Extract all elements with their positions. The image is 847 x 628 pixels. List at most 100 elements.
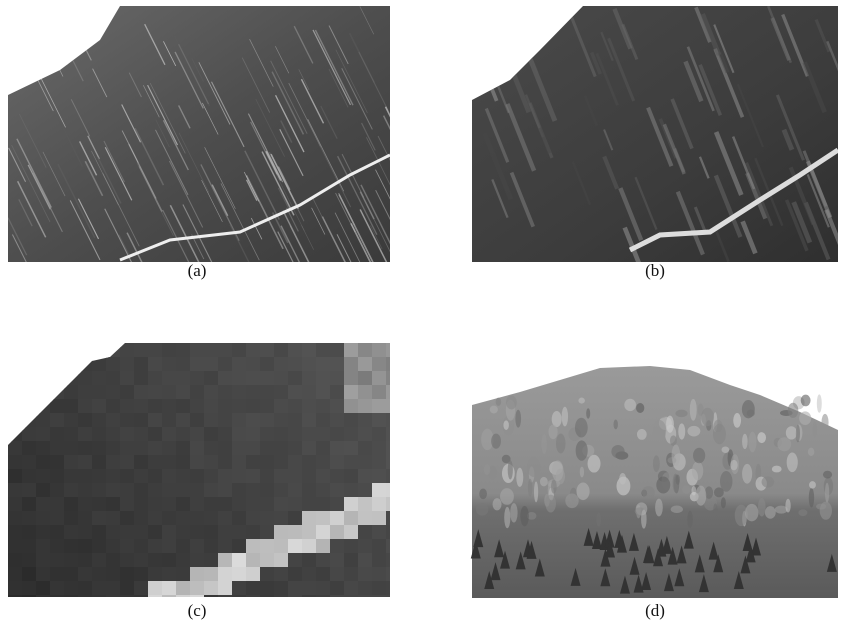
pixel <box>190 539 205 554</box>
pixel <box>106 371 121 386</box>
texture <box>552 460 564 481</box>
pixel <box>302 385 317 400</box>
texture <box>785 499 790 513</box>
pixel <box>358 441 373 456</box>
pixel <box>218 567 233 582</box>
pixel <box>106 399 121 414</box>
pixel <box>120 385 135 400</box>
pixel <box>358 525 373 540</box>
pixel <box>386 399 401 414</box>
pixel <box>204 343 219 358</box>
pixel <box>232 469 247 484</box>
pixel <box>50 399 65 414</box>
pixel <box>190 385 205 400</box>
pixel <box>372 595 387 610</box>
pixel <box>64 581 79 596</box>
texture <box>672 444 681 466</box>
pixel <box>316 525 331 540</box>
pixel <box>288 539 303 554</box>
texture <box>722 446 730 453</box>
pixel <box>386 511 401 526</box>
pixel <box>106 525 121 540</box>
pixel <box>120 371 135 386</box>
pixel <box>64 539 79 554</box>
pixel <box>232 455 247 470</box>
pixel <box>176 455 191 470</box>
caption: (c) <box>188 601 207 620</box>
caption: (d) <box>645 601 665 620</box>
pixel <box>246 553 261 568</box>
pixel <box>134 525 149 540</box>
pixel <box>190 413 205 428</box>
panel-a-image <box>8 6 410 312</box>
pixel <box>78 413 93 428</box>
pixel <box>344 371 359 386</box>
pixel <box>64 441 79 456</box>
pixel <box>260 595 275 610</box>
pixel <box>372 413 387 428</box>
pixel <box>8 595 23 610</box>
pixel <box>344 595 359 610</box>
pixel <box>246 399 261 414</box>
pixel <box>22 413 37 428</box>
pixel <box>218 553 233 568</box>
pixel <box>246 595 261 610</box>
pixel <box>302 483 317 498</box>
pixel <box>162 553 177 568</box>
pixel <box>288 357 303 372</box>
texture <box>641 509 647 528</box>
pixel <box>260 553 275 568</box>
pixel <box>190 483 205 498</box>
pixel <box>36 413 51 428</box>
pixel <box>330 581 345 596</box>
pixel <box>316 581 331 596</box>
pixel <box>36 371 51 386</box>
pixel <box>64 483 79 498</box>
pixel <box>372 511 387 526</box>
pixel <box>50 413 65 428</box>
pixel <box>386 539 401 554</box>
pixel <box>22 567 37 582</box>
pixel <box>78 483 93 498</box>
pixel <box>232 497 247 512</box>
pixel <box>36 455 51 470</box>
pixel <box>344 357 359 372</box>
pixel <box>316 343 331 358</box>
pixel <box>106 427 121 442</box>
pixel <box>386 581 401 596</box>
pixel <box>92 427 107 442</box>
pixel <box>162 525 177 540</box>
pixel <box>22 525 37 540</box>
texture <box>516 468 523 487</box>
pixel <box>120 483 135 498</box>
pixel <box>274 441 289 456</box>
pixel <box>372 385 387 400</box>
pixel <box>260 385 275 400</box>
pixel <box>372 525 387 540</box>
pixel <box>302 511 317 526</box>
pixel <box>288 595 303 610</box>
pixel <box>92 581 107 596</box>
pixel <box>274 413 289 428</box>
texture <box>787 452 798 472</box>
pixel <box>344 525 359 540</box>
pixel <box>78 525 93 540</box>
texture <box>637 429 647 440</box>
pixel <box>344 567 359 582</box>
pixel <box>372 455 387 470</box>
pixel <box>204 385 219 400</box>
pixel <box>106 511 121 526</box>
pixel <box>316 567 331 582</box>
pixel <box>288 371 303 386</box>
pixel <box>92 595 107 610</box>
texture <box>656 476 670 493</box>
texture <box>676 475 680 485</box>
pixel <box>288 469 303 484</box>
texture <box>730 460 737 471</box>
texture <box>808 448 815 456</box>
texture <box>565 493 578 508</box>
pixel <box>162 483 177 498</box>
pixel <box>372 343 387 358</box>
pixel <box>232 441 247 456</box>
pixel <box>358 567 373 582</box>
